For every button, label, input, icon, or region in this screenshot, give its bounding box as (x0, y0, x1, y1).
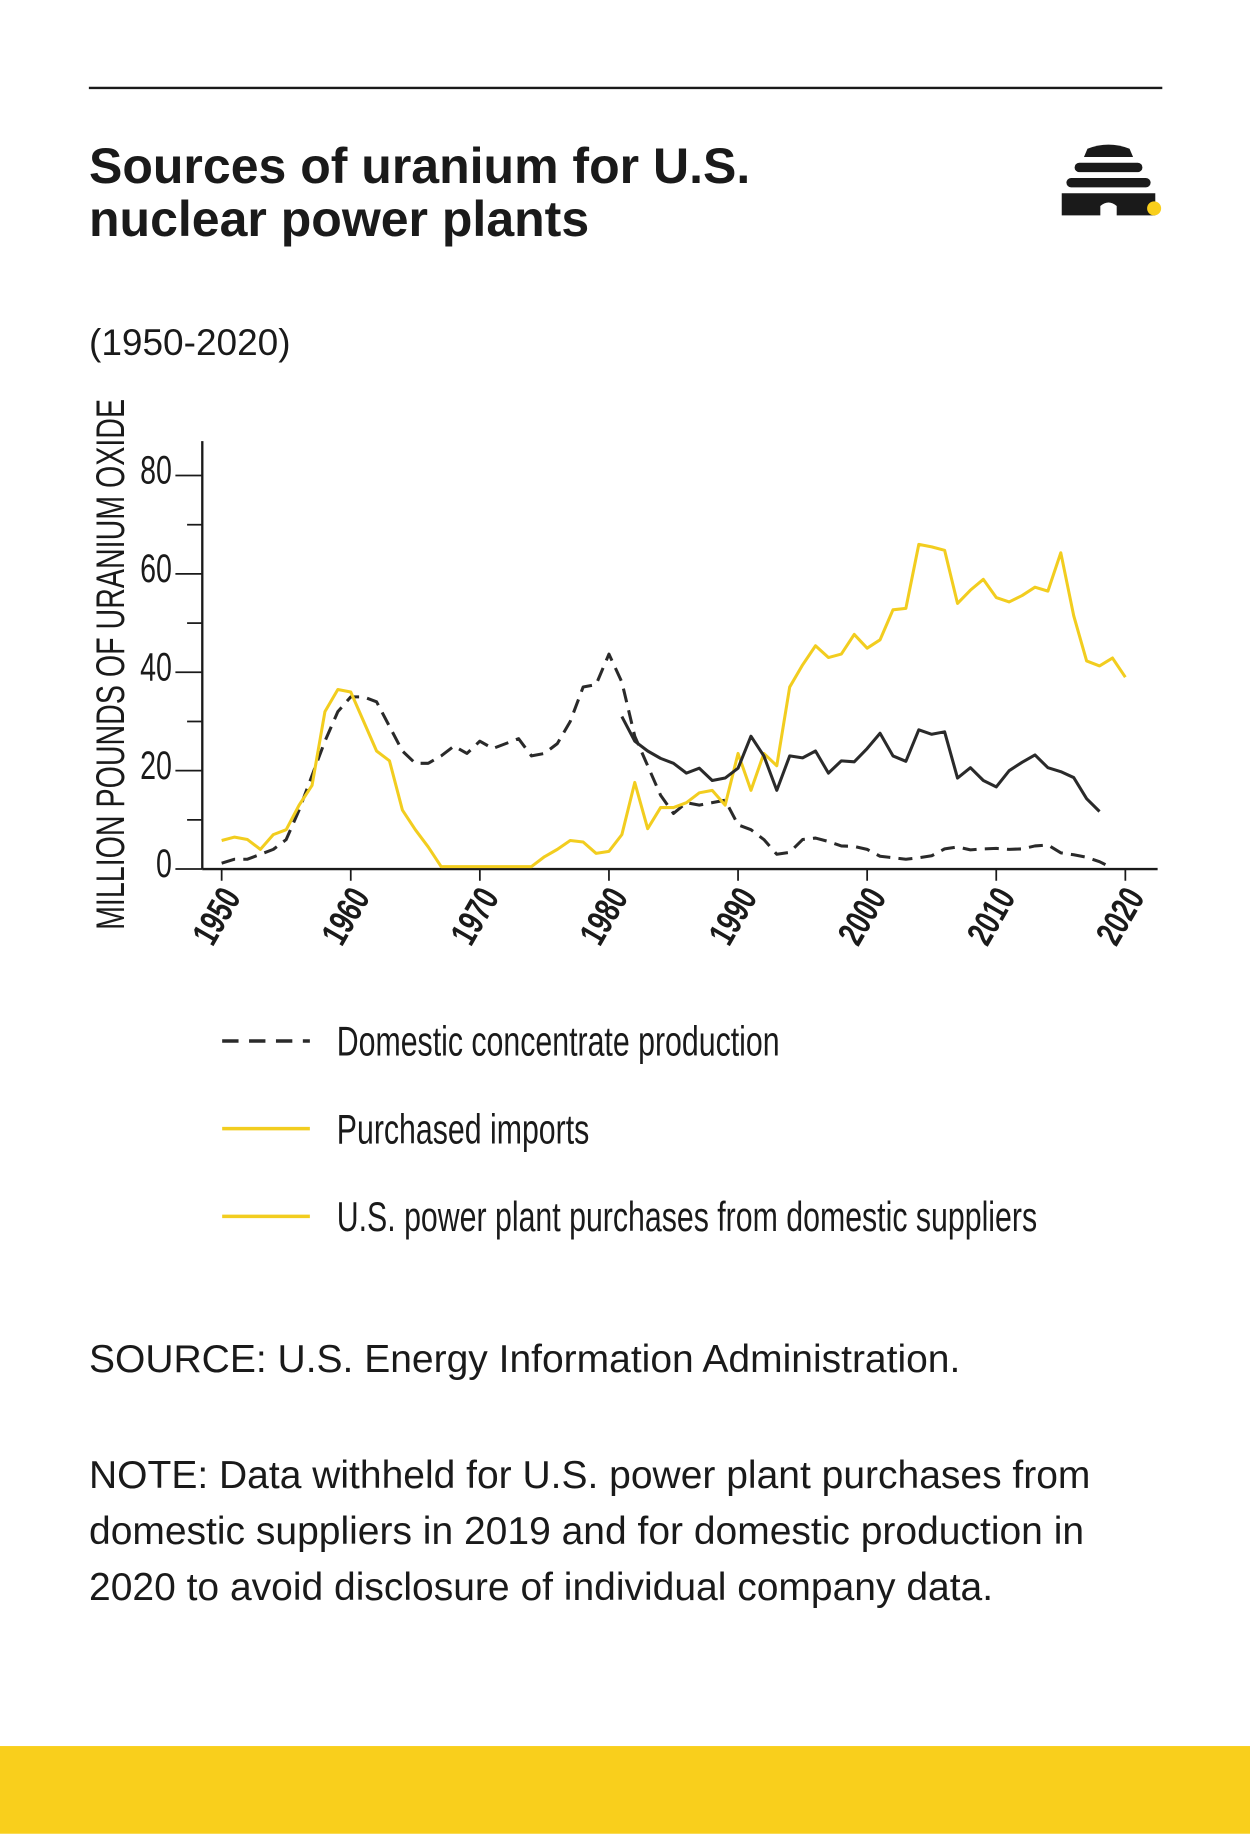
x-tick-label: 1990 (700, 881, 765, 952)
x-tick-label: 2010 (958, 881, 1023, 952)
y-axis-label: MILLION POUNDS OF URANIUM OXIDE (90, 399, 134, 930)
x-tick-label: 2020 (1087, 881, 1152, 952)
y-tick-label: 0 (156, 843, 172, 887)
logo (1061, 144, 1162, 216)
source: SOURCE: U.S. Energy Information Administ… (89, 1338, 961, 1381)
legend-label: U.S. power plant purchases from domestic… (337, 1193, 1037, 1240)
x-tick-label: 1980 (571, 881, 636, 952)
x-tick-label: 1970 (442, 881, 507, 952)
legend-label: Domestic concentrate production (337, 1018, 780, 1065)
x-tick-label: 2000 (829, 881, 894, 952)
subtitle: (1950-2020) (89, 322, 291, 363)
y-tick-label: 60 (140, 548, 172, 592)
note: NOTE: Data withheld for U.S. power plant… (89, 1454, 1091, 1609)
title: Sources of uranium for U.S. nuclear powe… (89, 138, 751, 247)
y-tick-label: 80 (140, 449, 172, 493)
footer-band (0, 1746, 1250, 1834)
x-tick-label: 1950 (184, 881, 249, 952)
series-line (221, 542, 1127, 869)
y-tick-label: 40 (140, 646, 172, 690)
series-line (620, 715, 1101, 813)
y-tick-label: 20 (140, 744, 172, 788)
series-line (221, 652, 1114, 870)
legend-label: Purchased imports (337, 1105, 590, 1152)
x-tick-label: 1960 (313, 881, 378, 952)
